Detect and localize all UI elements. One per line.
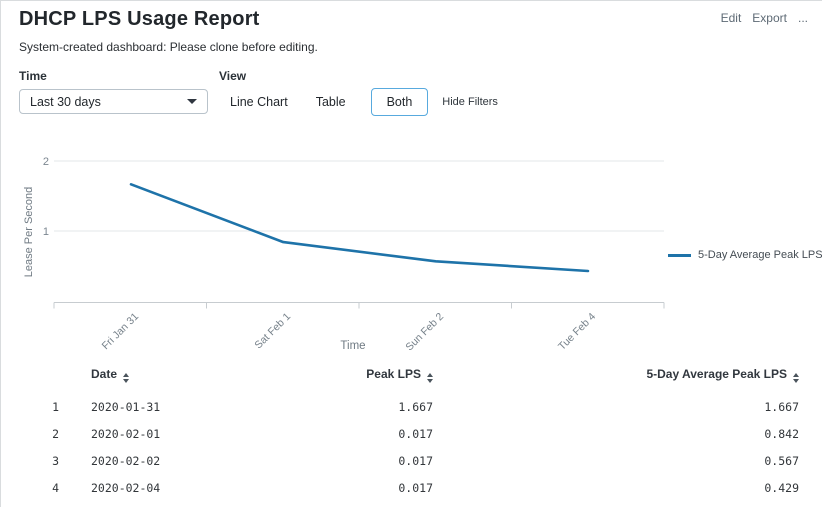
cell-date: 2020-02-04 xyxy=(91,480,161,495)
hide-filters-button[interactable]: Hide Filters xyxy=(442,96,498,108)
row-index: 4 xyxy=(52,480,59,495)
more-actions-button[interactable]: ... xyxy=(797,11,808,25)
view-option-table[interactable]: Table xyxy=(305,88,357,116)
line-chart: 1 2 Lease Per Second Fri Jan 31 Sat Feb … xyxy=(1,141,822,361)
view-filter-label: View xyxy=(219,69,247,83)
cell-date: 2020-02-02 xyxy=(91,453,161,468)
chevron-down-icon xyxy=(187,99,197,104)
x-axis-title: Time xyxy=(340,340,365,352)
legend-label: 5-Day Average Peak LPS xyxy=(698,249,822,261)
export-button[interactable]: Export xyxy=(752,11,787,25)
table-body: 1 2020-01-31 1.667 1.667 2 2020-02-01 0.017 0.8… xyxy=(41,393,799,501)
cell-date: 2020-01-31 xyxy=(91,399,161,414)
table-row[interactable]: 4 2020-02-04 0.017 0.429 xyxy=(41,474,799,501)
cell-peak-lps: 0.017 xyxy=(398,453,433,468)
series-line-5-day-average xyxy=(129,182,590,273)
results-table: Date Peak LPS 5-Day Average Peak LPS 1 20… xyxy=(41,367,799,501)
cell-avg-peak-lps: 1.667 xyxy=(764,399,799,414)
edit-button[interactable]: Edit xyxy=(720,11,742,25)
dashboard-subtitle: System-created dashboard: Please clone b… xyxy=(19,40,318,54)
dashboard-actions: Edit Export ... xyxy=(721,11,808,25)
cell-peak-lps: 1.667 xyxy=(398,399,433,414)
y-tick-label-1: 1 xyxy=(43,226,49,238)
x-tick-label: Sun Feb 2 xyxy=(403,311,446,354)
time-filter-label: Time xyxy=(19,69,47,83)
view-option-line-chart[interactable]: Line Chart xyxy=(219,88,299,116)
legend-item[interactable]: 5-Day Average Peak LPS xyxy=(668,249,822,261)
cell-date: 2020-02-01 xyxy=(91,426,161,441)
page-title: DHCP LPS Usage Report xyxy=(19,8,260,30)
row-index-header xyxy=(41,367,59,393)
cell-avg-peak-lps: 0.429 xyxy=(764,480,799,495)
column-header-date[interactable]: Date xyxy=(59,367,359,393)
x-tick-label: Sat Feb 1 xyxy=(252,311,293,352)
column-header-avg-peak-lps[interactable]: 5-Day Average Peak LPS xyxy=(433,367,799,393)
view-options: Line Chart Table Both Hide Filters xyxy=(219,88,498,116)
y-axis-title: Lease Per Second xyxy=(23,187,35,278)
column-header-peak-lps[interactable]: Peak LPS xyxy=(359,367,433,393)
legend-swatch-icon xyxy=(668,253,691,257)
x-tick-label: Fri Jan 31 xyxy=(100,311,142,353)
chart-canvas: 1 2 Lease Per Second Fri Jan 31 Sat Feb … xyxy=(23,156,665,354)
row-index: 1 xyxy=(52,399,59,414)
row-index: 2 xyxy=(52,426,59,441)
view-option-both[interactable]: Both xyxy=(370,88,429,116)
table-row[interactable]: 3 2020-02-02 0.017 0.567 xyxy=(41,447,799,474)
x-tick-label: Tue Feb 4 xyxy=(556,311,598,353)
cell-peak-lps: 0.017 xyxy=(398,480,433,495)
sort-icon xyxy=(427,373,433,383)
cell-avg-peak-lps: 0.842 xyxy=(764,426,799,441)
cell-peak-lps: 0.017 xyxy=(398,426,433,441)
row-index: 3 xyxy=(52,453,59,468)
sort-icon xyxy=(123,373,130,383)
table-header-row: Date Peak LPS 5-Day Average Peak LPS xyxy=(41,367,799,393)
sort-icon xyxy=(793,373,799,383)
time-range-value: Last 30 days xyxy=(30,94,101,109)
time-range-dropdown[interactable]: Last 30 days xyxy=(19,89,208,114)
y-tick-label-2: 2 xyxy=(43,156,49,168)
table-row[interactable]: 2 2020-02-01 0.017 0.842 xyxy=(41,420,799,447)
cell-avg-peak-lps: 0.567 xyxy=(764,453,799,468)
table-row[interactable]: 1 2020-01-31 1.667 1.667 xyxy=(41,393,799,420)
